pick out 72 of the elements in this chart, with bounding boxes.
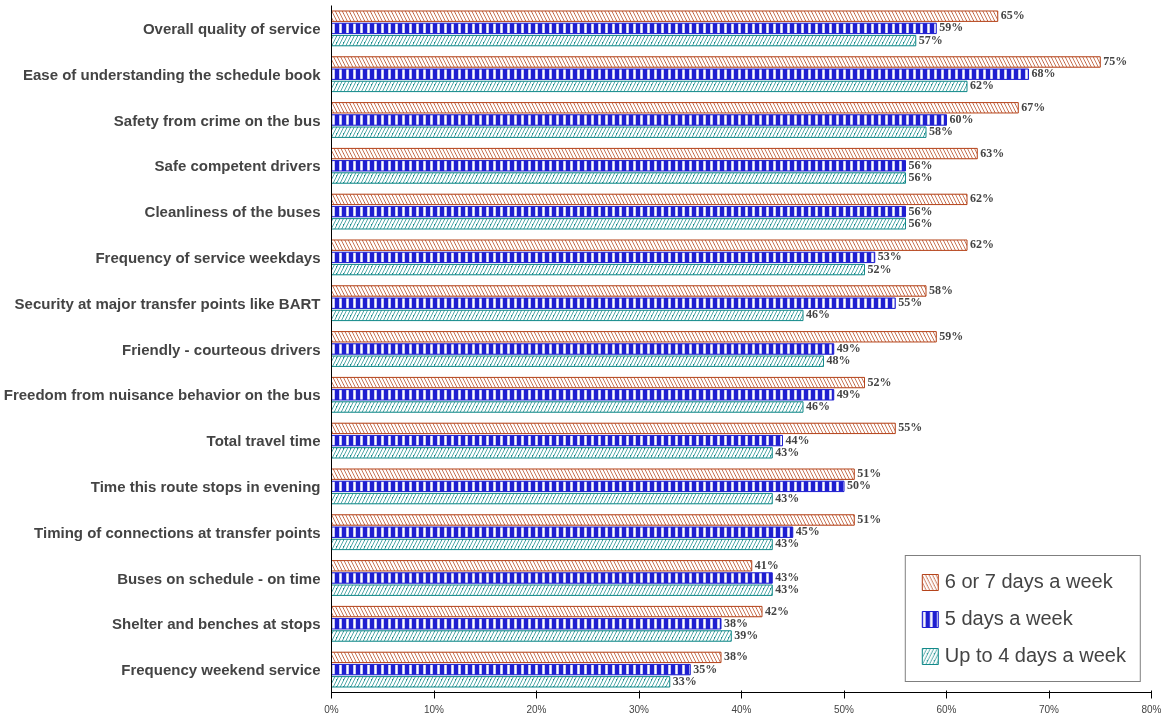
y-tick-label: Frequency weekend service (121, 661, 321, 679)
data-label: 57% (918, 32, 943, 47)
data-label: 56% (908, 170, 933, 185)
y-tick-label: Cleanliness of the buses (144, 203, 321, 221)
data-label: 58% (929, 124, 953, 139)
y-tick-label: Safety from crime on the bus (113, 111, 321, 129)
data-label: 43% (775, 490, 800, 505)
legend-label: 6 or 7 days a week (944, 570, 1113, 593)
data-label: 63% (980, 145, 1005, 160)
data-label: 60% (949, 112, 974, 126)
data-label: 51% (857, 511, 882, 526)
data-label: 44% (785, 432, 810, 447)
y-tick-label: Ease of understanding the schedule book (22, 65, 322, 83)
data-label: 52% (867, 261, 892, 276)
data-label: 45% (795, 524, 820, 539)
y-tick-label: Timing of connections at transfer points (34, 523, 321, 541)
x-tick-label: 0% (324, 703, 339, 715)
x-tick-label: 20% (526, 703, 547, 715)
data-label: 50% (847, 478, 871, 493)
data-label: 42% (765, 603, 789, 618)
data-label: 55% (898, 420, 923, 435)
y-tick-label: Safe competent drivers (154, 157, 321, 175)
y-tick-label: Time this route stops in evening (90, 477, 321, 495)
data-label: 33% (672, 673, 697, 688)
x-tick-label: 40% (731, 703, 752, 715)
data-label: 39% (734, 628, 759, 643)
data-label: 43% (775, 582, 800, 597)
x-tick-label: 30% (628, 703, 650, 715)
data-label: 75% (1103, 53, 1128, 68)
data-label: 38% (724, 615, 748, 630)
data-label: 56% (908, 215, 933, 230)
data-label: 59% (939, 20, 964, 35)
data-label: 53% (877, 249, 902, 264)
data-label: 56% (908, 203, 933, 218)
data-label: 62% (970, 237, 994, 252)
data-label: 46% (806, 307, 830, 322)
y-tick-label: Security at major transfer points like BART (14, 294, 321, 312)
y-tick-label: Buses on schedule - on time (117, 569, 321, 587)
data-label: 55% (898, 295, 923, 310)
data-label: 62% (970, 78, 994, 93)
data-label: 46% (806, 399, 830, 414)
data-label: 48% (826, 353, 851, 368)
data-label: 49% (836, 341, 861, 355)
data-label: 67% (1021, 99, 1046, 114)
data-label: 38% (724, 649, 748, 664)
data-label: 65% (1000, 8, 1025, 23)
legend-label: Up to 4 days a week (944, 644, 1126, 667)
y-tick-label: Freedom from nuisance behavior on the bus (3, 386, 321, 404)
data-label: 59% (939, 328, 964, 343)
data-label: 51% (857, 466, 882, 481)
data-label: 43% (775, 536, 800, 551)
data-label: 56% (908, 157, 933, 172)
data-label: 52% (867, 374, 892, 389)
x-tick-label: 70% (1038, 703, 1060, 715)
y-tick-label: Total travel time (206, 432, 321, 450)
x-tick-label: 60% (936, 703, 957, 715)
data-label: 58% (929, 282, 953, 297)
data-label: 43% (775, 570, 800, 584)
x-tick-label: 80% (1141, 703, 1161, 715)
data-label: 62% (970, 191, 994, 206)
y-tick-label: Frequency of service weekdays (95, 248, 321, 266)
data-label: 35% (693, 661, 718, 676)
data-label: 41% (754, 557, 779, 572)
data-label: 43% (775, 444, 800, 459)
data-label: 49% (836, 386, 861, 401)
y-tick-label: Shelter and benches at stops (112, 615, 321, 633)
legend-label: 5 days a week (944, 607, 1073, 630)
data-label: 68% (1031, 66, 1056, 81)
y-tick-label: Friendly - courteous drivers (122, 340, 321, 358)
y-tick-label: Overall quality of service (142, 19, 321, 37)
x-tick-label: 50% (833, 703, 855, 715)
x-tick-label: 10% (423, 703, 445, 715)
